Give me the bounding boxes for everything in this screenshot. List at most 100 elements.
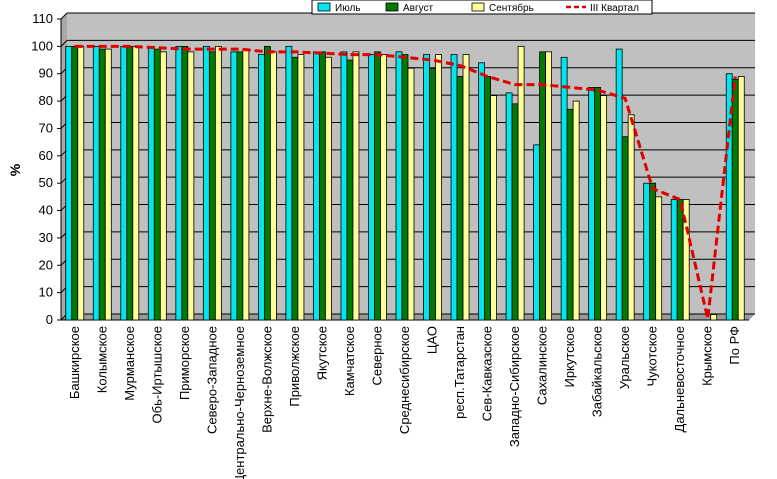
bar — [588, 87, 596, 321]
bar — [92, 45, 100, 321]
y-tick-label: 110 — [32, 11, 53, 26]
bar — [572, 100, 580, 321]
bar — [71, 45, 79, 321]
bar — [98, 48, 106, 321]
bar — [429, 67, 436, 321]
bar — [368, 54, 375, 321]
bar — [202, 45, 210, 321]
bar — [395, 51, 403, 321]
bar — [456, 76, 464, 321]
bar — [374, 51, 381, 321]
y-tick-label: 50 — [39, 175, 53, 190]
quarter-line-path — [74, 44, 737, 319]
category-label: Крымское — [700, 326, 715, 386]
y-tick-label: 80 — [39, 93, 53, 108]
bar — [539, 51, 546, 321]
category-label: Колымское — [94, 326, 109, 393]
bar — [462, 54, 470, 321]
category-label: Дальневосточное — [672, 326, 687, 432]
category-label: ЦАО — [425, 326, 440, 354]
legend-swatch — [385, 2, 399, 12]
category-label: Северное — [369, 326, 384, 385]
y-tick-label: 60 — [39, 148, 53, 163]
bar — [423, 54, 430, 321]
bar — [670, 199, 678, 321]
bar — [655, 196, 663, 321]
bar — [731, 78, 739, 321]
category-label: Забайкальское — [590, 326, 605, 417]
bar — [511, 103, 519, 321]
bar — [682, 199, 690, 321]
bar — [187, 51, 195, 321]
category-label: По РФ — [727, 326, 742, 365]
bar — [319, 51, 326, 321]
bar — [478, 62, 485, 321]
bar — [627, 114, 635, 321]
bar — [566, 108, 574, 321]
legend-label: Сентябрь — [489, 2, 534, 14]
bar — [600, 95, 608, 321]
category-label: респ.Татарстан — [452, 326, 467, 419]
bar — [147, 45, 155, 321]
category-label: Западно-Сибирское — [507, 326, 522, 447]
category-label: Мурманское — [122, 326, 137, 401]
category-label: Обь-Иртышское — [149, 326, 164, 423]
bar — [153, 48, 161, 321]
bar — [380, 54, 387, 321]
bar — [545, 51, 552, 321]
bar — [263, 45, 271, 321]
bar — [643, 182, 651, 321]
bar — [120, 45, 128, 321]
y-tick-label: 10 — [39, 285, 53, 300]
bar — [257, 54, 265, 321]
bar — [214, 45, 222, 321]
bar — [313, 51, 320, 321]
category-label: Чукотское — [645, 326, 660, 387]
bar — [560, 56, 568, 321]
y-tick-label: 30 — [39, 230, 53, 245]
bar — [175, 45, 183, 321]
category-label: Уральское — [617, 326, 632, 389]
bar — [533, 144, 540, 321]
bar — [269, 51, 277, 321]
bar — [297, 54, 305, 321]
bar — [621, 136, 629, 321]
y-tick-label: 70 — [39, 120, 53, 135]
bar — [435, 54, 442, 321]
bar — [517, 45, 525, 321]
y-tick-label: 100 — [31, 38, 53, 53]
bar — [676, 199, 684, 321]
bar — [340, 51, 348, 321]
legend-swatch — [471, 2, 485, 12]
bar — [407, 67, 415, 321]
category-label: Иркутское — [562, 326, 577, 388]
bar — [615, 48, 623, 321]
bar — [132, 45, 140, 321]
bar — [285, 45, 293, 321]
category-label: Северо-Западное — [204, 326, 219, 434]
category-label: Якутское — [314, 326, 329, 380]
legend-label: Август — [403, 3, 434, 14]
bar — [594, 87, 602, 321]
bar — [181, 45, 189, 321]
bar — [242, 48, 250, 321]
bar — [649, 182, 657, 321]
bar — [159, 51, 167, 321]
bar — [710, 314, 718, 321]
gridline-diag — [60, 40, 68, 47]
category-label: Среднесибирское — [397, 326, 412, 434]
gridline-diag — [60, 12, 68, 20]
y-tick-label: 20 — [39, 257, 53, 272]
bar — [484, 76, 491, 321]
legend: Июль Август Сентябрь III Квартал — [311, 0, 653, 15]
bar — [236, 51, 244, 321]
category-labels: Башкирское Колымское Мурманское Обь-Иртышск… — [67, 326, 742, 479]
category-label: Камчатское — [342, 326, 357, 396]
bar — [291, 56, 299, 321]
legend-swatch — [317, 2, 331, 12]
category-label: Башкирское — [67, 326, 82, 399]
bar — [65, 45, 73, 321]
y-axis-label: % — [7, 163, 23, 176]
y-tick-label: 90 — [39, 66, 53, 81]
category-label: Верхне-Волжское — [259, 326, 274, 433]
